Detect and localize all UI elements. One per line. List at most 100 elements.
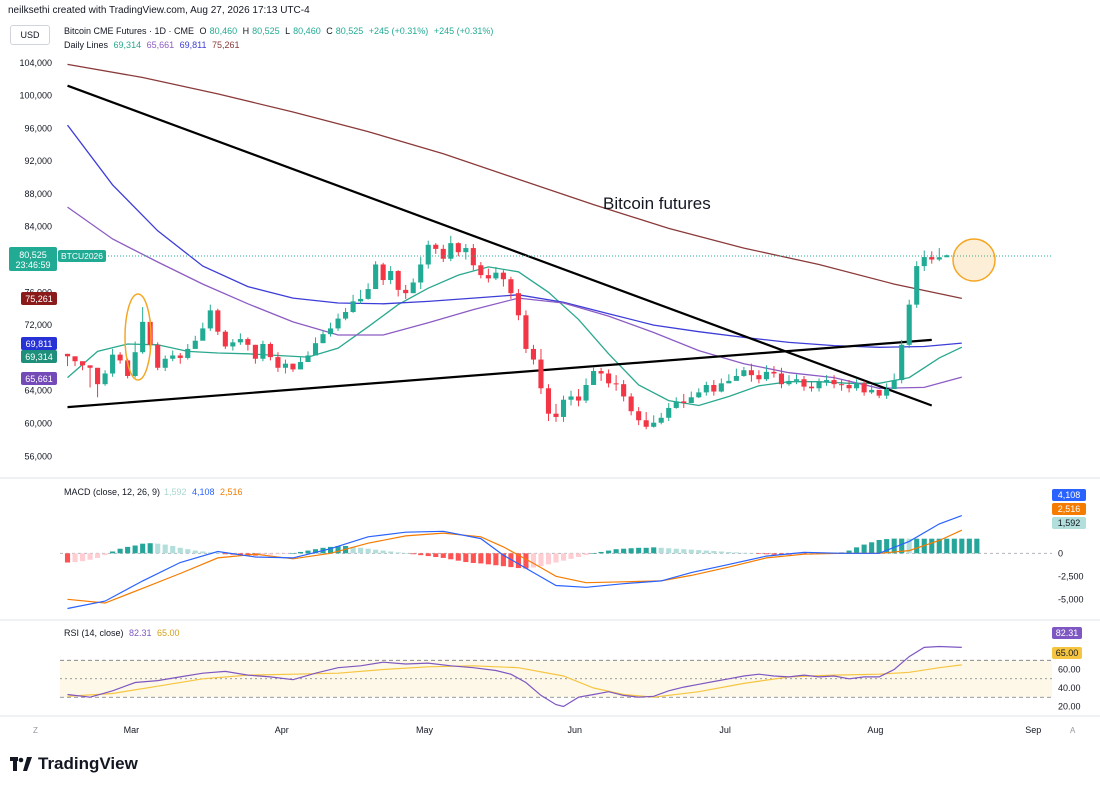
candle-body — [365, 289, 371, 299]
time-tick-label: Jun — [568, 725, 583, 735]
candle-body — [643, 420, 649, 427]
candle — [275, 352, 281, 372]
candle — [237, 333, 243, 345]
candle-body — [410, 282, 416, 294]
candle — [110, 348, 116, 377]
trendline-upper — [67, 84, 933, 407]
candle — [906, 299, 912, 349]
candle — [748, 363, 754, 382]
macd-hist-bar — [673, 548, 679, 554]
auto-scale-icon[interactable]: A — [1070, 726, 1076, 735]
candle-body — [215, 310, 221, 332]
candle — [718, 378, 724, 393]
macd-hist-bar — [418, 553, 424, 556]
candle — [801, 375, 807, 391]
macd-hist-bar — [267, 553, 273, 555]
macd-histogram — [64, 538, 980, 569]
candle — [560, 395, 567, 422]
macd-hist-bar — [222, 553, 228, 555]
candle — [448, 235, 454, 262]
candle — [267, 342, 273, 361]
macd-hist-bar — [711, 551, 717, 554]
macd-hist-bar — [545, 553, 552, 565]
candle-body — [95, 367, 101, 385]
macd-hist-bar — [485, 553, 491, 565]
candle-body — [568, 396, 574, 400]
candle-body — [327, 328, 334, 335]
candle-body — [282, 363, 289, 368]
macd-hist-bar — [79, 553, 86, 562]
candle — [215, 308, 221, 335]
candle — [297, 357, 304, 370]
macd-hist-bar — [523, 553, 529, 569]
macd-hist-bar — [192, 550, 198, 554]
macd-hist-bar — [155, 543, 161, 554]
candle-body — [621, 384, 627, 397]
zoom-icon[interactable]: Z — [33, 726, 38, 735]
macd-hist-bar — [598, 551, 604, 554]
candle-body — [177, 355, 183, 358]
candle-body — [132, 352, 138, 376]
macd-hist-bar — [102, 553, 108, 556]
candle — [470, 243, 476, 271]
candle-body — [831, 380, 837, 385]
macd-hist-bar — [162, 544, 168, 554]
macd-hist-bar — [628, 548, 634, 554]
candle-body — [440, 248, 446, 259]
candle — [696, 388, 702, 399]
macd-hist-bar — [636, 547, 642, 554]
candle-body — [673, 401, 679, 408]
currency-button[interactable]: USD — [10, 25, 50, 45]
macd-hist-bar — [515, 553, 521, 569]
candle-body — [140, 321, 146, 353]
macd-signal-line — [67, 529, 963, 604]
candle — [358, 289, 364, 304]
candle — [222, 330, 228, 349]
candle-body — [222, 331, 228, 347]
candle — [598, 367, 604, 381]
last-price-value: 80,525 — [19, 250, 47, 260]
candle-body — [929, 257, 935, 260]
candle-body — [192, 340, 198, 349]
time-axis: Mar Apr May Jun Jul Aug Sep — [124, 725, 1042, 735]
candle-body — [793, 379, 800, 381]
candle-body — [936, 257, 942, 260]
macd-hist-bar — [64, 553, 71, 563]
candle-body — [786, 380, 792, 385]
candle — [335, 313, 341, 331]
macd-hist-bar — [718, 551, 724, 554]
macd-tag: 4,108 — [1058, 490, 1081, 500]
rsi-band — [60, 659, 1052, 698]
macd-hist-bar — [643, 547, 649, 554]
candle — [373, 261, 379, 290]
hist-tag: 1,592 — [1058, 518, 1081, 528]
price-tick-label: 92,000 — [24, 156, 52, 166]
candle-body — [696, 392, 702, 398]
candle — [816, 378, 822, 392]
macd-hist-bar — [215, 553, 221, 554]
candle — [823, 375, 830, 386]
daily-lines-legend: Daily Lines 69,314 65,661 69,811 75,261 — [64, 40, 243, 50]
candle — [500, 270, 506, 287]
candle — [260, 340, 266, 362]
macd-hist-bar — [500, 553, 506, 567]
candle-body — [305, 355, 311, 363]
macd-hist-bar — [936, 538, 942, 554]
macd-hist-bar — [290, 553, 296, 554]
candle — [876, 389, 882, 399]
open-label: O — [199, 26, 207, 36]
macd-hist-bar — [433, 553, 439, 557]
close-label: C — [326, 26, 333, 36]
macd-hist-bar — [666, 548, 672, 554]
macd-hist-bar — [312, 549, 319, 554]
macd-hist-bar — [132, 545, 138, 554]
candle-body — [583, 384, 589, 401]
candle — [613, 375, 619, 391]
candle-body — [343, 312, 349, 319]
candle-body — [290, 363, 296, 370]
daily-line-2: 65,661 — [146, 40, 175, 50]
candle — [703, 381, 709, 396]
candle-body — [267, 343, 273, 358]
candle — [463, 243, 469, 260]
